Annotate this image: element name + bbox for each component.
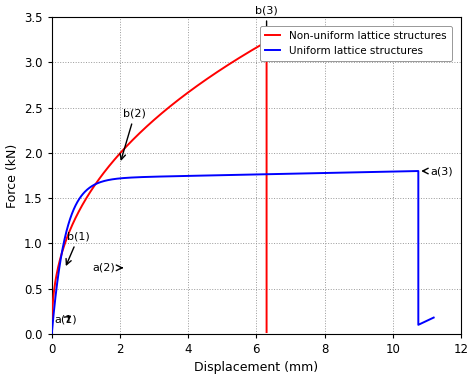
- Text: b(2): b(2): [120, 109, 146, 160]
- Text: a(2): a(2): [93, 263, 122, 273]
- Legend: Non-uniform lattice structures, Uniform lattice structures: Non-uniform lattice structures, Uniform …: [260, 25, 452, 61]
- Text: b(3): b(3): [255, 5, 278, 37]
- Text: a(3): a(3): [423, 166, 453, 176]
- X-axis label: Displacement (mm): Displacement (mm): [194, 361, 319, 374]
- Text: b(1): b(1): [66, 231, 90, 265]
- Y-axis label: Force (kN): Force (kN): [6, 143, 18, 207]
- Text: a(1): a(1): [55, 314, 77, 325]
